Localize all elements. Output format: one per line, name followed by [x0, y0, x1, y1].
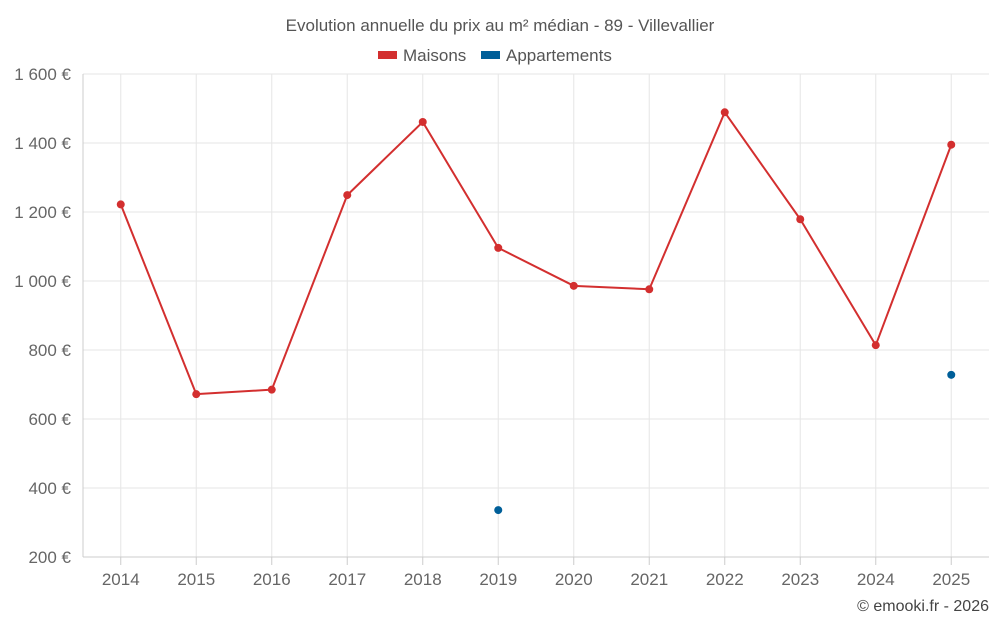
data-point-maisons[interactable]: [871, 341, 880, 350]
legend: Maisons Appartements: [378, 46, 612, 65]
x-axis: 2014 2015 2016 2017 2018 2019 2020 2021 2022 2023…: [83, 556, 989, 589]
legend-label-appartements: Appartements: [506, 46, 612, 65]
y-tick-label: 200 €: [28, 548, 71, 567]
y-tick-label: 800 €: [28, 341, 71, 360]
x-tick-label: 2025: [932, 570, 970, 589]
series-line-maisons: [119, 111, 953, 396]
credit-text: © emooki.fr - 2026: [857, 598, 989, 615]
data-point-maisons[interactable]: [418, 117, 427, 126]
data-point-maisons[interactable]: [796, 215, 805, 224]
y-tick-label: 600 €: [28, 410, 71, 429]
grid: [83, 73, 989, 557]
x-tick-label: 2023: [781, 570, 819, 589]
y-axis: 200 € 400 € 600 € 800 € 1 000 € 1 200 € 1 400 …: [14, 65, 84, 567]
legend-label-maisons: Maisons: [403, 46, 466, 65]
x-tick-label: 2014: [102, 570, 140, 589]
series-layer: [116, 108, 956, 515]
data-point-maisons[interactable]: [569, 281, 578, 290]
y-tick-label: 1 600 €: [14, 65, 71, 84]
y-tick-label: 400 €: [28, 479, 71, 498]
data-point-maisons[interactable]: [192, 390, 201, 399]
y-tick-label: 1 200 €: [14, 203, 71, 222]
legend-item-appartements[interactable]: Appartements: [481, 46, 612, 65]
x-tick-label: 2018: [404, 570, 442, 589]
x-tick-label: 2016: [253, 570, 291, 589]
chart-title: Evolution annuelle du prix au m² médian …: [286, 16, 715, 35]
data-point-maisons[interactable]: [267, 385, 276, 394]
legend-swatch-appartements: [481, 51, 500, 59]
data-point-appartements[interactable]: [494, 506, 503, 515]
data-point-maisons[interactable]: [494, 243, 503, 252]
data-point-maisons[interactable]: [720, 108, 729, 117]
x-tick-label: 2021: [630, 570, 668, 589]
x-tick-label: 2017: [328, 570, 366, 589]
data-point-maisons[interactable]: [947, 140, 956, 149]
legend-item-maisons[interactable]: Maisons: [378, 46, 466, 65]
data-point-maisons[interactable]: [116, 200, 125, 209]
data-point-appartements[interactable]: [947, 370, 956, 379]
series-appartements: [494, 370, 956, 515]
data-point-maisons[interactable]: [645, 285, 654, 294]
x-tick-label: 2015: [177, 570, 215, 589]
y-tick-label: 1 400 €: [14, 134, 71, 153]
data-point-maisons[interactable]: [343, 191, 352, 200]
y-tick-label: 1 000 €: [14, 272, 71, 291]
x-tick-label: 2020: [555, 570, 593, 589]
legend-swatch-maisons: [378, 51, 397, 59]
x-tick-label: 2022: [706, 570, 744, 589]
series-maisons: [116, 108, 956, 399]
x-tick-label: 2024: [857, 570, 895, 589]
x-tick-label: 2019: [479, 570, 517, 589]
